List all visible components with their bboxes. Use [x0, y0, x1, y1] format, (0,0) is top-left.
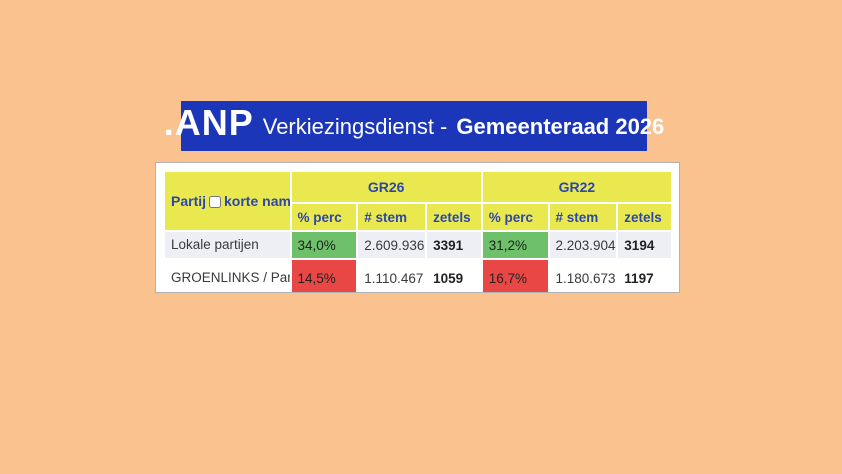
gr26-zetels-cell: 1059	[427, 260, 481, 292]
gr26-zetels-cell: 3391	[427, 232, 481, 258]
party-column-header: Partij korte namen	[165, 172, 290, 230]
gr26-perc-header: % perc	[291, 204, 357, 230]
column-header-gr22: GR22	[482, 172, 671, 202]
party-name-cell: GROENLINKS / Partij van de Arbeid (PvdA)	[165, 260, 290, 292]
gr26-zetels-header: zetels	[427, 204, 481, 230]
banner-election-title: Gemeenteraad 2026	[456, 114, 665, 139]
party-header-label: Partij	[171, 193, 207, 209]
gr22-perc-header: % perc	[482, 204, 548, 230]
short-names-label: korte namen	[224, 193, 289, 209]
sub-header-row: % perc # stem zetels % perc # stem zetel…	[165, 204, 671, 230]
banner-service-label: Verkiezingsdienst -	[262, 114, 448, 139]
anp-logo: .ANP	[163, 102, 254, 143]
party-name-cell: Lokale partijen	[165, 232, 290, 258]
table-row: GROENLINKS / Partij van de Arbeid (PvdA)…	[165, 260, 671, 292]
anp-banner: .ANP Verkiezingsdienst - Gemeenteraad 20…	[164, 101, 664, 151]
gr22-stem-cell: 2.203.904	[549, 232, 617, 258]
results-table-container: Partij korte namen GR26 GR22 % perc # ste…	[155, 162, 680, 293]
table-row: Lokale partijen 34,0% 2.609.936 3391 31,…	[165, 232, 671, 258]
gr22-stem-header: # stem	[549, 204, 617, 230]
gr26-perc-cell: 14,5%	[291, 260, 357, 292]
gr22-stem-cell: 1.180.673	[549, 260, 617, 292]
gr26-perc-cell: 34,0%	[291, 232, 357, 258]
gr26-stem-cell: 1.110.467	[358, 260, 426, 292]
column-header-gr26: GR26	[291, 172, 481, 202]
gr26-stem-header: # stem	[358, 204, 426, 230]
group-header-row: Partij korte namen GR26 GR22	[165, 172, 671, 230]
gr22-perc-cell: 31,2%	[482, 232, 548, 258]
gr22-zetels-cell: 3194	[618, 232, 671, 258]
gr22-zetels-header: zetels	[618, 204, 671, 230]
gr22-zetels-cell: 1197	[618, 260, 671, 292]
gr22-perc-cell: 16,7%	[482, 260, 548, 292]
short-names-checkbox[interactable]	[209, 196, 222, 208]
results-table: Partij korte namen GR26 GR22 % perc # ste…	[163, 170, 673, 292]
gr26-stem-cell: 2.609.936	[358, 232, 426, 258]
